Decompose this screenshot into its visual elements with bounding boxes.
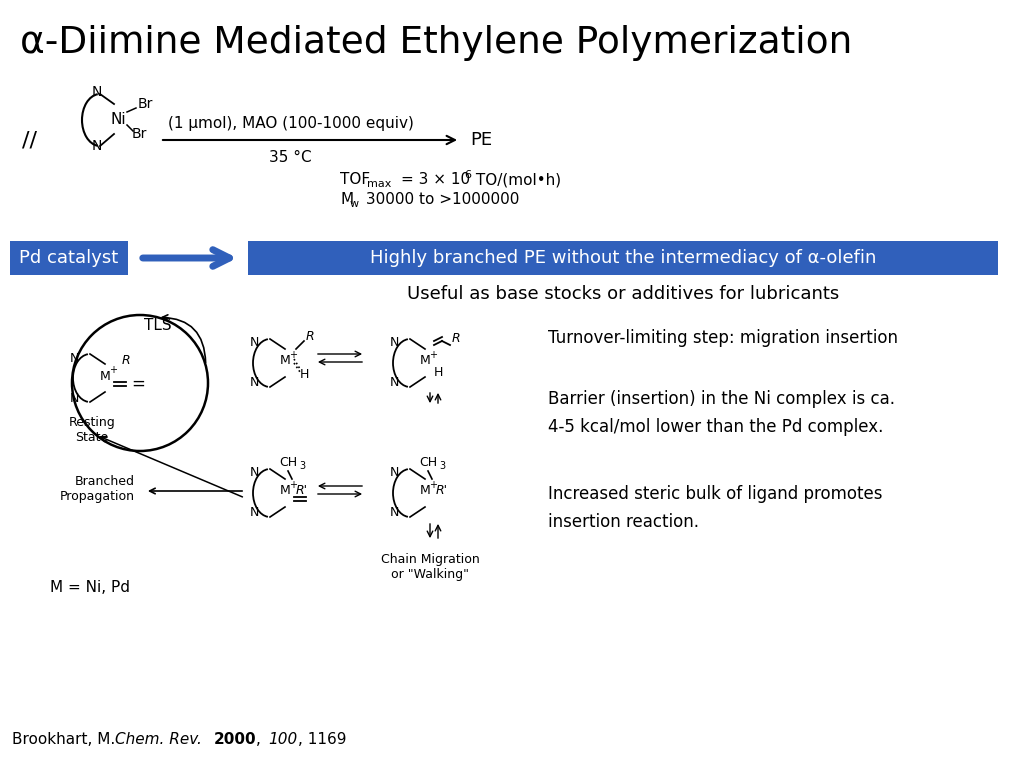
Text: N: N [389, 336, 398, 349]
Text: N: N [389, 507, 398, 519]
Text: Turnover-limiting step: migration insertion: Turnover-limiting step: migration insert… [548, 329, 898, 347]
Text: M: M [99, 369, 111, 382]
Text: Useful as base stocks or additives for lubricants: Useful as base stocks or additives for l… [407, 285, 839, 303]
Text: 35 °C: 35 °C [268, 150, 311, 165]
Text: Barrier (insertion) in the Ni complex is ca.
4-5 kcal/mol lower than the Pd comp: Barrier (insertion) in the Ni complex is… [548, 390, 895, 436]
Text: N: N [249, 466, 259, 479]
Text: Highly branched PE without the intermediacy of α-olefin: Highly branched PE without the intermedi… [370, 249, 877, 267]
FancyBboxPatch shape [248, 241, 998, 275]
Text: M: M [340, 193, 353, 207]
Text: +: + [289, 350, 297, 360]
Text: TO/(mol•h): TO/(mol•h) [471, 173, 561, 187]
Text: 30000 to >1000000: 30000 to >1000000 [361, 193, 519, 207]
Text: R: R [452, 333, 461, 346]
Text: M = Ni, Pd: M = Ni, Pd [50, 581, 130, 595]
Text: M: M [420, 355, 430, 368]
Text: +: + [109, 365, 117, 375]
Text: H: H [299, 369, 308, 382]
Text: M: M [280, 485, 291, 498]
Text: max: max [367, 179, 391, 189]
Text: //: // [22, 130, 37, 150]
Text: Br: Br [138, 97, 154, 111]
Text: 3: 3 [299, 461, 305, 471]
Text: = 3 × 10: = 3 × 10 [401, 173, 470, 187]
Text: +: + [429, 350, 437, 360]
FancyBboxPatch shape [10, 241, 128, 275]
Text: +: + [289, 480, 297, 490]
Text: N: N [249, 336, 259, 349]
Text: w: w [350, 199, 359, 209]
Text: 3: 3 [439, 461, 445, 471]
Text: Resting
State: Resting State [69, 416, 116, 444]
Text: N: N [249, 376, 259, 389]
Text: N: N [70, 352, 79, 365]
Text: M: M [420, 485, 430, 498]
Text: ,: , [256, 733, 266, 747]
Text: +: + [429, 480, 437, 490]
Text: Brookhart, M.: Brookhart, M. [12, 733, 120, 747]
Text: N: N [92, 139, 102, 153]
Text: , 1169: , 1169 [298, 733, 346, 747]
Text: 6: 6 [464, 170, 471, 180]
Text: M: M [280, 355, 291, 368]
Text: Chem. Rev.: Chem. Rev. [115, 733, 202, 747]
Text: Chain Migration
or "Walking": Chain Migration or "Walking" [381, 553, 479, 581]
Text: N: N [389, 376, 398, 389]
Text: α-Diimine Mediated Ethylene Polymerization: α-Diimine Mediated Ethylene Polymerizati… [20, 25, 852, 61]
Text: PE: PE [470, 131, 493, 149]
Text: R: R [306, 330, 314, 343]
Text: Pd catalyst: Pd catalyst [19, 249, 119, 267]
Text: =: = [131, 375, 145, 393]
Text: N: N [249, 507, 259, 519]
Text: Ni: Ni [111, 111, 126, 127]
Text: (1 μmol), MAO (100-1000 equiv): (1 μmol), MAO (100-1000 equiv) [168, 116, 414, 131]
Text: 100: 100 [268, 733, 297, 747]
Text: H: H [433, 366, 442, 379]
Text: Branched
Propagation: Branched Propagation [60, 475, 135, 503]
Text: TLS: TLS [144, 317, 172, 333]
Text: N: N [70, 392, 79, 405]
Text: Increased steric bulk of ligand promotes
insertion reaction.: Increased steric bulk of ligand promotes… [548, 485, 883, 531]
Text: TOF: TOF [340, 173, 370, 187]
Text: Br: Br [132, 127, 147, 141]
Text: N: N [92, 85, 102, 99]
Text: N: N [389, 466, 398, 479]
Text: R': R' [436, 484, 449, 496]
Text: R': R' [296, 484, 308, 496]
FancyArrowPatch shape [142, 250, 229, 266]
Text: CH: CH [279, 456, 297, 469]
Text: CH: CH [419, 456, 437, 469]
Text: R: R [122, 353, 130, 366]
Text: 2000: 2000 [214, 733, 257, 747]
